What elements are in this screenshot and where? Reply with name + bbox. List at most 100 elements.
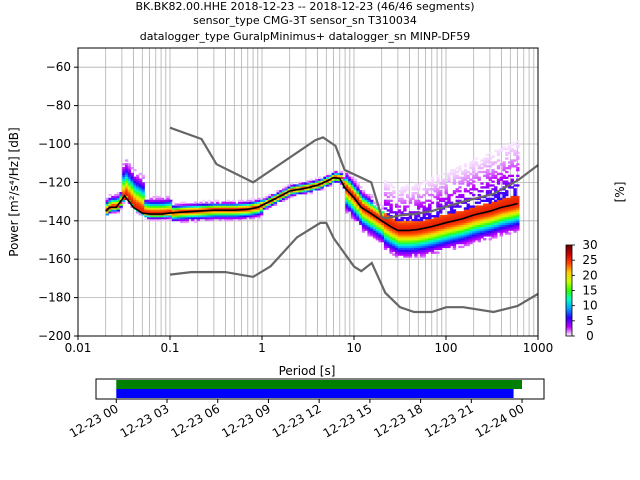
histogram-cell (133, 186, 137, 189)
histogram-cell (516, 209, 520, 212)
histogram-cell (180, 207, 184, 210)
x-tick-label: 0.01 (65, 341, 92, 355)
histogram-cell (502, 226, 506, 229)
histogram-cell (425, 230, 429, 233)
histogram-cell (138, 213, 143, 216)
histogram-cell (452, 168, 457, 172)
histogram-cell (405, 238, 410, 241)
histogram-cell (447, 174, 451, 178)
histogram-cell (436, 178, 440, 181)
histogram-cell (199, 216, 203, 220)
histogram-cell (452, 213, 457, 216)
histogram-cell (356, 190, 360, 193)
histogram-cell (466, 211, 470, 214)
histogram-cell (185, 207, 189, 210)
histogram-cell (364, 201, 368, 204)
histogram-cell (124, 180, 129, 183)
histogram-cell (397, 245, 402, 249)
histogram-cell (240, 211, 245, 214)
histogram-cell (160, 209, 165, 212)
histogram-cell (455, 174, 459, 178)
histogram-cell (485, 230, 490, 233)
histogram-cell (436, 247, 440, 250)
histogram-cell (488, 192, 492, 195)
histogram-cell (510, 159, 514, 162)
histogram-cell (425, 209, 429, 212)
histogram-cell (111, 195, 115, 199)
mode-line-group (105, 176, 518, 232)
histogram-cell (452, 174, 457, 178)
histogram-cell (284, 188, 289, 191)
histogram-cell (444, 192, 448, 195)
histogram-cell (370, 226, 374, 229)
histogram-cell (127, 197, 132, 201)
histogram-cell (356, 213, 360, 216)
histogram-cell (416, 205, 421, 208)
histogram-cell (345, 178, 349, 181)
histogram-cell (405, 234, 410, 237)
histogram-cell (477, 222, 481, 226)
histogram-cell (207, 216, 211, 220)
histogram-cell (108, 201, 112, 204)
histogram-cell (491, 203, 495, 206)
histogram-cell (474, 163, 479, 166)
ppsd-histogram (105, 140, 520, 258)
histogram-cell (257, 209, 261, 212)
histogram-cell (108, 197, 112, 201)
histogram-cell (455, 220, 459, 224)
histogram-cell (290, 193, 294, 197)
histogram-cell (485, 205, 490, 208)
histogram-cell (408, 226, 413, 229)
histogram-cell (105, 203, 110, 206)
histogram-cell (458, 190, 462, 193)
histogram-cell (130, 201, 134, 204)
histogram-cell (425, 241, 429, 245)
histogram-cell (381, 224, 385, 227)
histogram-cell (342, 178, 346, 181)
histogram-cell (281, 188, 286, 191)
histogram-cell (279, 197, 283, 201)
histogram-cell (422, 234, 426, 237)
histogram-cell (477, 178, 481, 181)
histogram-cell (408, 201, 413, 204)
histogram-cell (436, 251, 440, 254)
histogram-cell (345, 172, 349, 176)
histogram-cell (111, 209, 115, 212)
histogram-cell (364, 218, 368, 222)
histogram-cell (436, 226, 440, 229)
histogram-cell (439, 243, 443, 247)
histogram-cell (433, 251, 437, 254)
histogram-cell (436, 174, 440, 178)
histogram-cell (458, 186, 462, 189)
histogram-cell (386, 241, 391, 245)
histogram-cell (494, 211, 498, 214)
histogram-cell (422, 253, 426, 256)
histogram-cell (439, 216, 443, 220)
histogram-cell (450, 243, 454, 247)
histogram-cell (444, 188, 448, 191)
histogram-cell (472, 215, 476, 218)
histogram-cell (235, 211, 239, 214)
histogram-cell (262, 195, 267, 199)
histogram-cell (480, 182, 484, 185)
histogram-cell (408, 236, 413, 239)
histogram-cell (237, 216, 242, 220)
histogram-cell (149, 216, 154, 220)
histogram-cell (191, 209, 195, 212)
histogram-cell (419, 243, 424, 247)
histogram-cell (441, 241, 446, 245)
histogram-cell (466, 190, 470, 193)
histogram-cell (419, 205, 424, 208)
histogram-cell (400, 222, 404, 226)
histogram-cell (152, 203, 156, 206)
histogram-cell (185, 215, 189, 218)
histogram-cell (127, 180, 132, 183)
histogram-cell (513, 215, 517, 218)
histogram-cell (240, 216, 245, 220)
histogram-cell (507, 199, 512, 202)
histogram-cell (237, 199, 242, 202)
histogram-cell (158, 203, 162, 206)
histogram-cell (163, 218, 167, 222)
histogram-cell (397, 251, 402, 254)
histogram-cell (356, 188, 360, 191)
